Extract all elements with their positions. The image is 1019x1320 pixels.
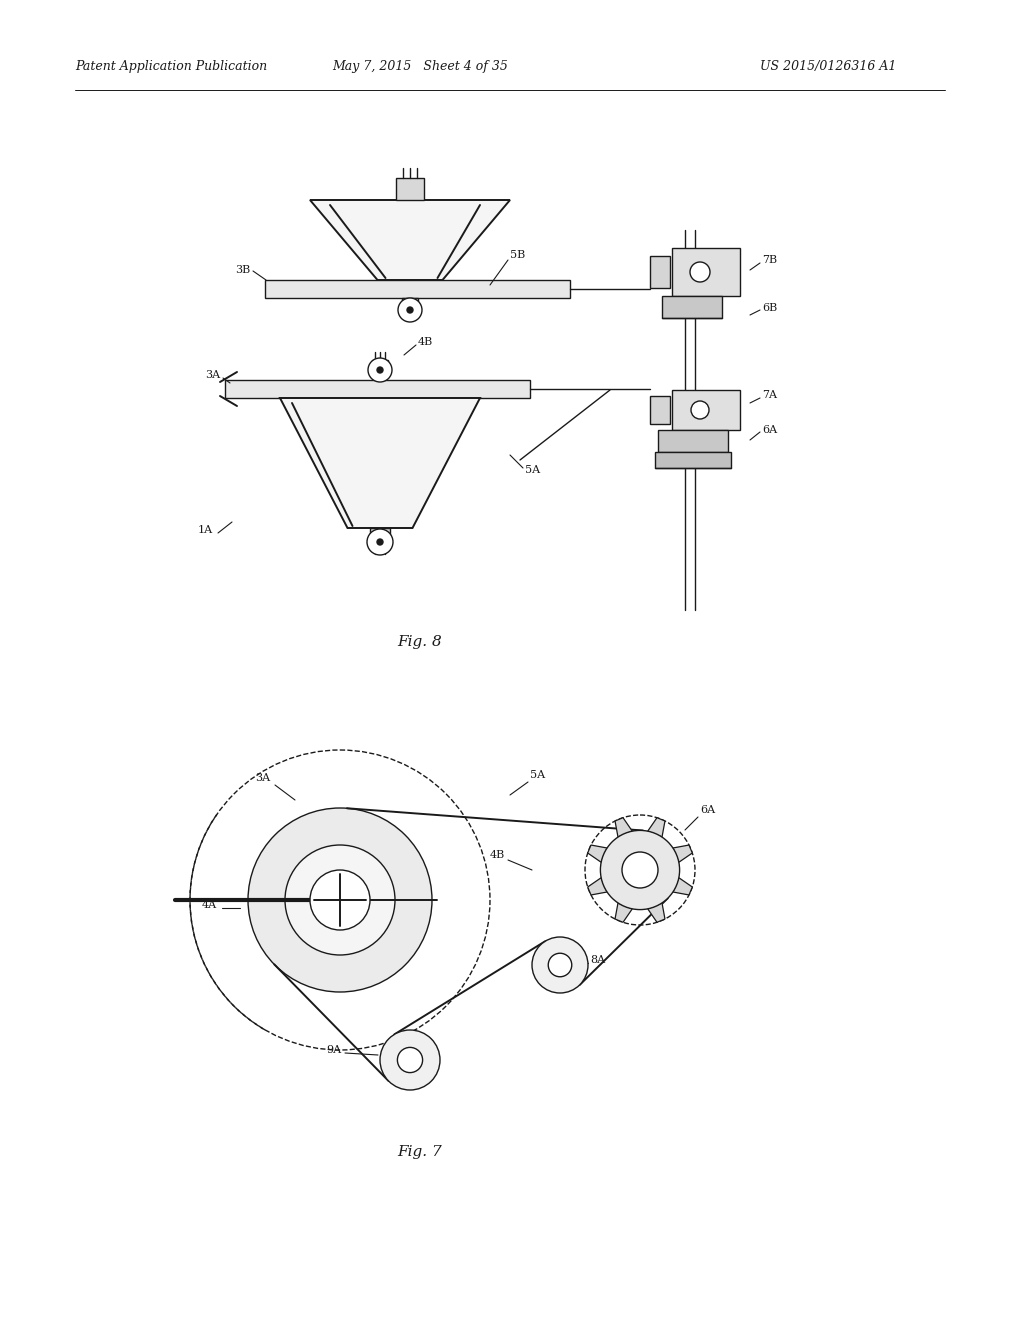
Text: 3A: 3A (205, 370, 220, 380)
Text: May 7, 2015   Sheet 4 of 35: May 7, 2015 Sheet 4 of 35 (332, 59, 507, 73)
Circle shape (367, 529, 392, 554)
Circle shape (690, 401, 708, 418)
Bar (672, 389, 739, 430)
Text: 7B: 7B (761, 255, 776, 265)
Text: 6A: 6A (761, 425, 776, 436)
Circle shape (547, 953, 572, 977)
Circle shape (284, 845, 394, 954)
Text: 9A: 9A (326, 1045, 340, 1055)
Text: 8A: 8A (589, 954, 604, 965)
Polygon shape (673, 878, 692, 895)
Polygon shape (587, 845, 606, 862)
Text: 4B: 4B (489, 850, 504, 861)
Bar (661, 296, 721, 318)
Bar (657, 430, 728, 451)
Text: Patent Application Publication: Patent Application Publication (75, 59, 267, 73)
Circle shape (407, 308, 413, 313)
Circle shape (397, 298, 422, 322)
Bar (649, 256, 669, 288)
Text: 4B: 4B (418, 337, 433, 347)
Text: Fig. 8: Fig. 8 (397, 635, 442, 649)
Text: 6A: 6A (699, 805, 714, 814)
Circle shape (310, 870, 370, 931)
Circle shape (248, 808, 432, 993)
Polygon shape (614, 817, 632, 837)
Circle shape (600, 830, 679, 909)
Circle shape (377, 367, 382, 374)
Bar (654, 451, 731, 469)
Text: 4A: 4A (202, 900, 217, 909)
Polygon shape (647, 817, 664, 837)
Bar (649, 396, 669, 424)
Polygon shape (310, 201, 510, 280)
Bar (370, 528, 389, 544)
Text: 5A: 5A (530, 770, 544, 780)
Polygon shape (647, 903, 664, 923)
Text: 1A: 1A (198, 525, 213, 535)
Circle shape (397, 1047, 422, 1073)
Polygon shape (280, 399, 480, 528)
Circle shape (532, 937, 587, 993)
Circle shape (380, 1030, 439, 1090)
Text: 6B: 6B (761, 304, 776, 313)
Bar (225, 380, 530, 399)
Circle shape (689, 261, 709, 282)
Text: 5A: 5A (525, 465, 540, 475)
Circle shape (622, 851, 657, 888)
Text: 7A: 7A (761, 389, 776, 400)
Text: Fig. 7: Fig. 7 (397, 1144, 442, 1159)
Text: US 2015/0126316 A1: US 2015/0126316 A1 (759, 59, 896, 73)
Circle shape (368, 358, 391, 381)
Text: 5B: 5B (510, 249, 525, 260)
Bar (265, 280, 570, 298)
Polygon shape (587, 878, 606, 895)
Text: 3A: 3A (255, 774, 270, 783)
Bar (401, 298, 418, 312)
Bar (672, 248, 739, 296)
Text: 3B: 3B (234, 265, 250, 275)
Circle shape (377, 539, 382, 545)
Polygon shape (614, 903, 632, 923)
Bar (372, 360, 387, 374)
Bar (395, 178, 424, 201)
Polygon shape (673, 845, 692, 862)
